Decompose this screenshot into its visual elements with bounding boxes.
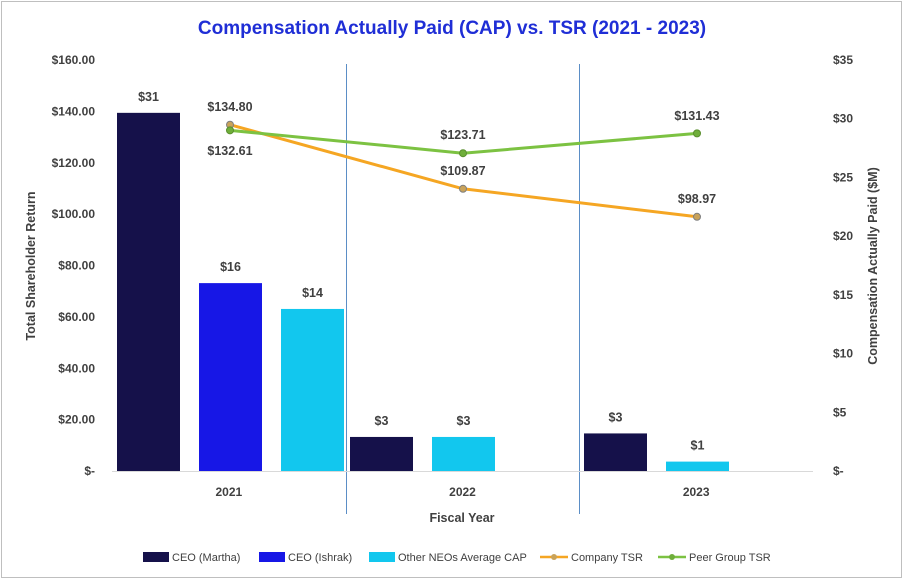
y-left-tick-label: $120.00	[52, 156, 96, 170]
bar	[281, 308, 344, 471]
y-right-tick-label: $5	[833, 405, 847, 419]
y-left-tick-label: $20.00	[58, 413, 95, 427]
bar-data-label: $3	[457, 414, 471, 428]
legend-swatch	[259, 552, 285, 562]
y-left-tick-label: $40.00	[58, 361, 95, 375]
y-left-tick-label: $100.00	[52, 207, 96, 221]
bar-data-label: $3	[609, 410, 623, 424]
y-left-tick-label: $60.00	[58, 310, 95, 324]
x-axis-label: Fiscal Year	[429, 511, 494, 525]
legend-marker	[669, 554, 675, 560]
line-data-label: $134.80	[207, 100, 252, 114]
bar	[432, 436, 495, 471]
legend-label: Peer Group TSR	[689, 552, 771, 564]
y-right-tick-label: $25	[833, 170, 853, 184]
bar	[350, 436, 413, 471]
x-tick-label: 2022	[449, 485, 476, 499]
bar-data-label: $1	[691, 439, 705, 453]
chart-title: Compensation Actually Paid (CAP) vs. TSR…	[198, 18, 706, 39]
bar	[199, 283, 262, 471]
legend-label: CEO (Martha)	[172, 552, 240, 564]
y-left-tick-label: $160.00	[52, 53, 96, 67]
tsr-point	[693, 212, 701, 221]
y-right-tick-label: $35	[833, 53, 853, 67]
legend-swatch	[143, 552, 169, 562]
bar-data-label: $16	[220, 260, 241, 274]
y-left-tick-label: $-	[84, 464, 95, 478]
line-data-label: $109.87	[440, 164, 485, 178]
bar	[584, 433, 647, 471]
x-tick-label: 2021	[215, 485, 242, 499]
line-data-label: $123.71	[440, 128, 485, 142]
line-data-label: $131.43	[674, 109, 719, 123]
tsr-point	[459, 184, 467, 193]
y-left-tick-label: $140.00	[52, 104, 96, 118]
y-right-tick-label: $15	[833, 288, 853, 302]
y-axis-right-label: Compensation Actually Paid ($M)	[866, 167, 880, 364]
legend-label: Company TSR	[571, 552, 643, 564]
y-left-tick-label: $80.00	[58, 259, 95, 273]
line-data-label: $98.97	[678, 192, 716, 206]
bar-data-label: $31	[138, 90, 159, 104]
legend-label: Other NEOs Average CAP	[398, 552, 527, 564]
legend-label: CEO (Ishrak)	[288, 552, 352, 564]
legend-swatch	[369, 552, 395, 562]
y-right-tick-label: $-	[833, 464, 844, 478]
y-right-tick-label: $10	[833, 347, 853, 361]
bar-data-label: $3	[375, 414, 389, 428]
tsr-point	[226, 126, 234, 135]
tsr-point	[459, 149, 467, 158]
bar-data-label: $14	[302, 286, 323, 300]
tsr-point	[693, 129, 701, 138]
y-right-tick-label: $30	[833, 112, 853, 126]
x-tick-label: 2023	[683, 485, 710, 499]
bar	[666, 461, 729, 471]
y-right-tick-label: $20	[833, 229, 853, 243]
line-data-label: $132.61	[207, 144, 252, 158]
legend-marker	[551, 554, 557, 560]
y-axis-left-label: Total Shareholder Return	[24, 191, 38, 340]
bar	[117, 112, 180, 471]
